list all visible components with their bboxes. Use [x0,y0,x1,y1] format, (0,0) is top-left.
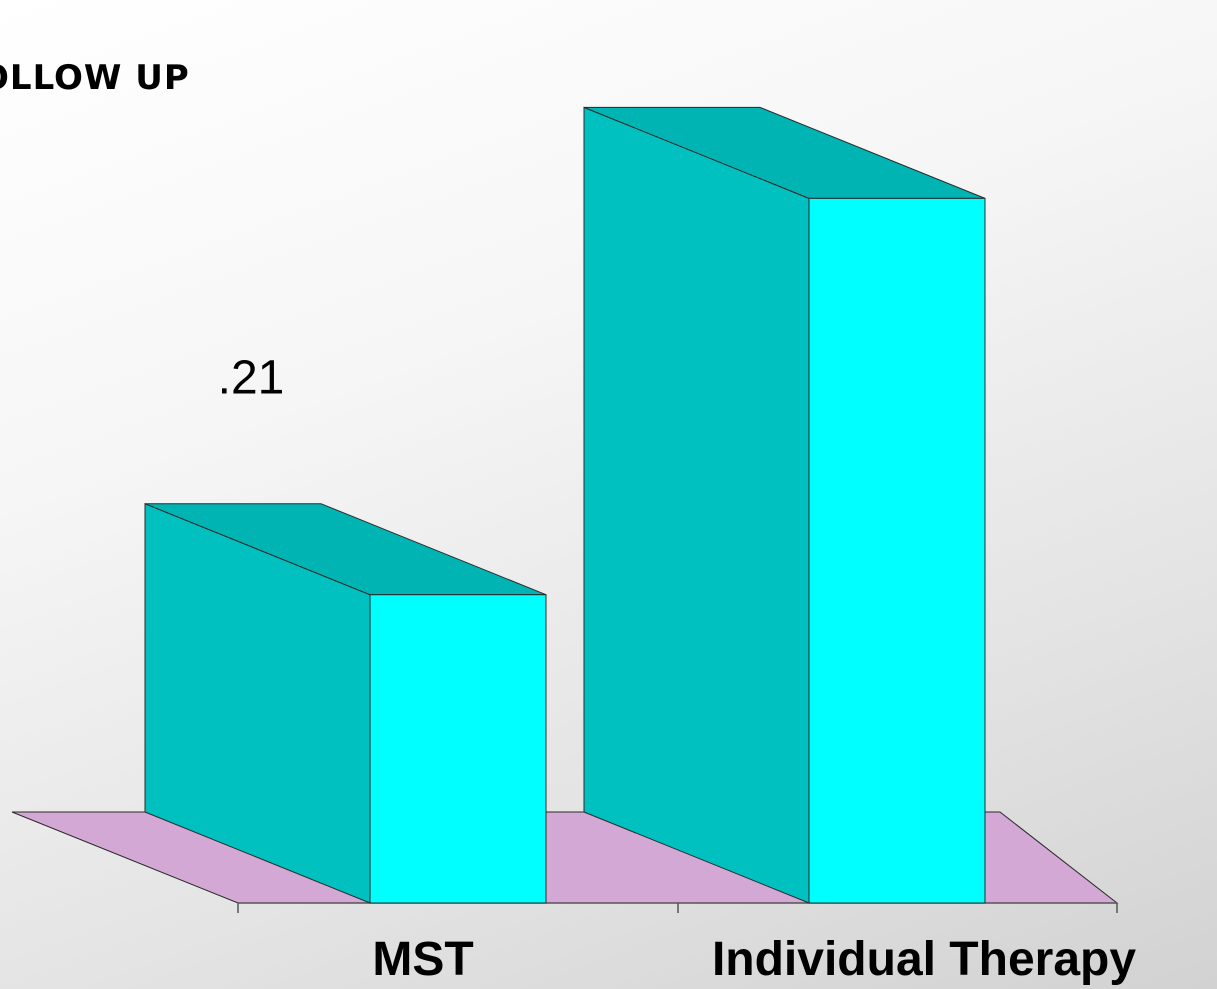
slide-title: OLLOW UP [0,58,190,98]
bar-side-face [583,106,810,904]
bar-1 [144,502,547,904]
labels: .21 MST .48 Individual Therapy [218,0,1137,986]
bars [144,106,986,904]
bar-front-face [808,197,986,904]
bar-2 [583,106,986,904]
x-axis [237,902,1118,913]
value-label: .21 [218,352,285,405]
category-label: Individual Therapy [712,933,1136,986]
bar-front-face [369,594,547,904]
value-label: .48 [657,0,724,8]
category-label: MST [372,933,473,986]
